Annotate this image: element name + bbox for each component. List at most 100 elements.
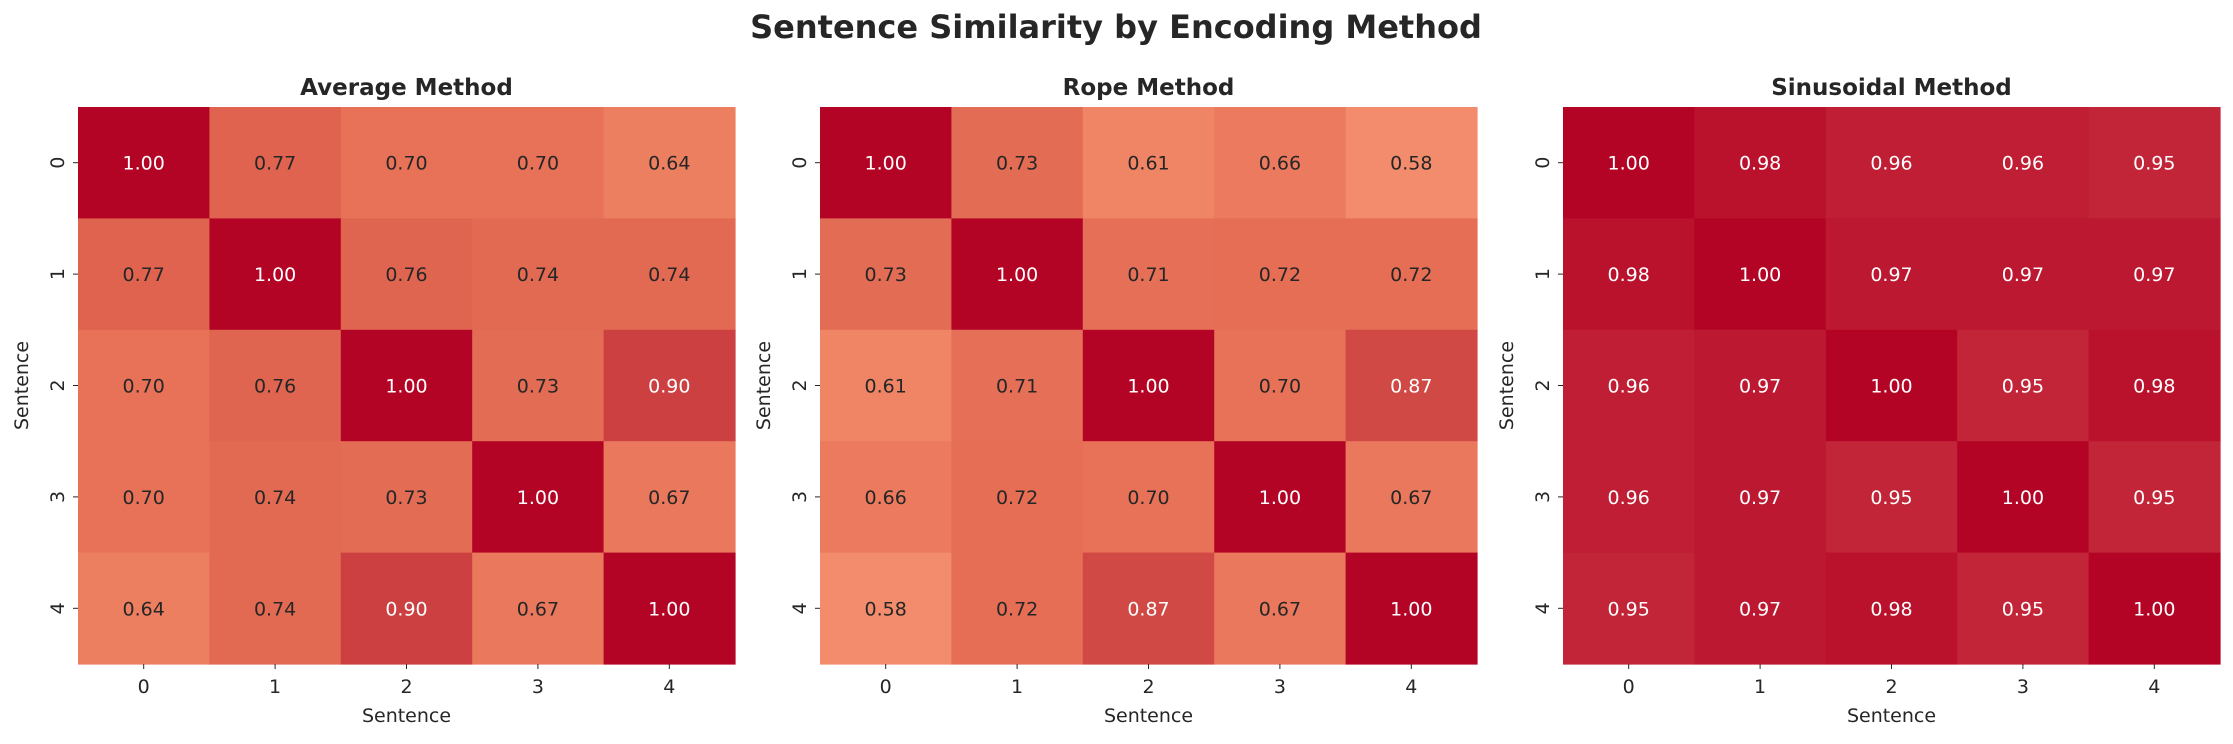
x-tick-label: 3 <box>532 676 544 698</box>
cell-label: 0.71 <box>996 376 1038 398</box>
cell-label: 0.67 <box>1259 598 1301 620</box>
cell-label: 1.00 <box>996 264 1038 286</box>
cell-label: 0.95 <box>2002 376 2044 398</box>
cell-label: 0.97 <box>2133 264 2175 286</box>
x-tick-label: 0 <box>138 676 150 698</box>
heatmap-cell <box>1563 218 1695 331</box>
y-tick-label: 0 <box>47 157 69 169</box>
heatmap-cell <box>472 552 605 665</box>
cell-label: 0.97 <box>1870 264 1912 286</box>
cell-label: 0.58 <box>1390 153 1432 175</box>
heatmap-cell <box>1345 441 1478 554</box>
heatmap-cell <box>2088 329 2221 442</box>
y-tick-label: 2 <box>47 379 69 391</box>
heatmap-cell <box>603 107 736 219</box>
cell-label: 1.00 <box>2002 487 2044 509</box>
heatmap-cell <box>1825 218 1958 331</box>
heatmap-cell <box>78 107 210 219</box>
cell-label: 0.64 <box>648 153 690 175</box>
cell-label: 1.00 <box>517 487 559 509</box>
heatmap-cell <box>78 441 210 554</box>
cell-label: 0.61 <box>865 376 907 398</box>
y-tick-label: 1 <box>47 268 69 280</box>
heatmap-panel-0: Average Method 1.00 0.77 0.70 0.70 0.64 0.77 1.… <box>11 75 736 727</box>
heatmap-cell <box>472 107 605 219</box>
heatmap-cell <box>603 552 736 665</box>
cell-label: 0.70 <box>1127 487 1169 509</box>
cell-label: 0.74 <box>648 264 690 286</box>
cell-label: 0.96 <box>1608 376 1650 398</box>
heatmap-cell <box>1694 441 1827 554</box>
chart-title: Sentence Similarity by Encoding Method <box>750 8 1482 46</box>
cell-label: 0.96 <box>2002 153 2044 175</box>
cell-label: 0.70 <box>1259 376 1301 398</box>
x-axis-label: Sentence <box>362 705 451 727</box>
cell-label: 0.90 <box>648 376 690 398</box>
heatmap-cell <box>603 218 736 331</box>
heatmap-cell <box>209 107 342 219</box>
cell-label: 0.96 <box>1870 153 1912 175</box>
cell-label: 0.90 <box>385 598 427 620</box>
heatmap-cell <box>1214 218 1347 331</box>
x-axis-label: Sentence <box>1104 705 1193 727</box>
heatmap-cell <box>820 329 952 442</box>
y-tick-label: 2 <box>789 379 811 391</box>
cell-label: 0.98 <box>1870 598 1912 620</box>
heatmap-cell <box>1214 552 1347 665</box>
cell-label: 0.96 <box>1608 487 1650 509</box>
heatmap-cell <box>472 218 605 331</box>
panel-title: Average Method <box>300 75 513 101</box>
heatmap-cell <box>1825 329 1958 442</box>
cell-label: 0.76 <box>254 376 296 398</box>
heatmap-cell <box>1563 107 1695 219</box>
cell-label: 0.64 <box>123 598 165 620</box>
heatmap-cell <box>1825 552 1958 665</box>
heatmap-cell <box>1825 441 1958 554</box>
heatmap-cell <box>2088 107 2221 219</box>
cell-label: 0.66 <box>1259 153 1301 175</box>
heatmap-cell <box>603 329 736 442</box>
cell-label: 0.74 <box>254 487 296 509</box>
cell-label: 0.73 <box>865 264 907 286</box>
x-tick-label: 2 <box>400 676 412 698</box>
y-tick-label: 1 <box>789 268 811 280</box>
heatmap-cell <box>1214 329 1347 442</box>
cell-label: 1.00 <box>1259 487 1301 509</box>
cell-label: 1.00 <box>385 376 427 398</box>
y-tick-label: 3 <box>47 491 69 503</box>
heatmap-cell <box>1563 552 1695 665</box>
heatmap-cell <box>820 552 952 665</box>
heatmap-cell <box>1694 329 1827 442</box>
x-tick-label: 4 <box>2148 676 2160 698</box>
heatmap-cell <box>820 441 952 554</box>
heatmap-cell <box>1957 552 2090 665</box>
cell-label: 0.97 <box>1739 598 1781 620</box>
heatmap-cell <box>1563 329 1695 442</box>
heatmap-cell <box>1957 218 2090 331</box>
cell-label: 0.98 <box>1608 264 1650 286</box>
cell-label: 0.76 <box>385 264 427 286</box>
heatmap-cell <box>472 441 605 554</box>
cell-label: 0.97 <box>1739 487 1781 509</box>
cell-label: 0.72 <box>1259 264 1301 286</box>
cell-label: 0.72 <box>1390 264 1432 286</box>
x-tick-label: 2 <box>1142 676 1154 698</box>
heatmap-cell <box>340 441 473 554</box>
cell-label: 0.77 <box>123 264 165 286</box>
heatmap-cell <box>340 329 473 442</box>
heatmap-cell <box>1214 107 1347 219</box>
heatmap-cell <box>78 552 210 665</box>
y-tick-label: 3 <box>1532 491 1554 503</box>
heatmap-cell <box>1082 329 1215 442</box>
cell-label: 0.67 <box>517 598 559 620</box>
x-tick-label: 1 <box>269 676 281 698</box>
cell-label: 0.98 <box>2133 376 2175 398</box>
cell-label: 1.00 <box>1739 264 1781 286</box>
cell-label: 0.73 <box>517 376 559 398</box>
heatmap-cell <box>1082 218 1215 331</box>
cell-label: 0.73 <box>996 153 1038 175</box>
heatmap-cell <box>1694 218 1827 331</box>
x-axis-label: Sentence <box>1847 705 1936 727</box>
heatmap-cell <box>1082 552 1215 665</box>
